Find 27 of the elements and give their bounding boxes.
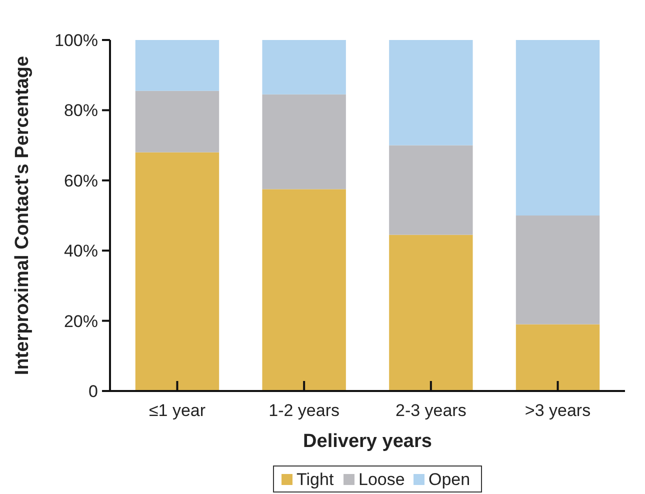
x-tick-label: 1-2 years (268, 401, 340, 420)
bar (135, 90, 220, 152)
y-tick-label: 0 (88, 382, 98, 401)
x-tick-label: 2-3 years (395, 401, 466, 420)
x-axis-title: Delivery years (303, 431, 432, 452)
x-tick-label: >3 years (524, 401, 591, 420)
y-tick-label: 20% (64, 312, 98, 331)
bar (389, 234, 473, 391)
y-tick-label: 60% (64, 171, 98, 190)
y-tick-label: 40% (64, 242, 98, 261)
bar (135, 40, 220, 91)
y-tick-label: 80% (64, 101, 98, 120)
bar (135, 152, 220, 391)
x-tick-label: ≤1 year (148, 401, 206, 420)
bar (516, 40, 600, 216)
bar (389, 145, 473, 235)
bar (262, 94, 346, 190)
bar (516, 216, 600, 324)
legend-label: Tight (296, 470, 334, 489)
legend-label: Loose (358, 470, 405, 489)
bar (516, 324, 600, 391)
legend-label: Open (428, 470, 470, 489)
y-tick-label: 100% (54, 30, 98, 50)
y-axis-title: Interproximal Contact's Percentage (12, 56, 33, 376)
bar (262, 189, 346, 391)
bar (389, 40, 473, 146)
bar (262, 40, 346, 94)
